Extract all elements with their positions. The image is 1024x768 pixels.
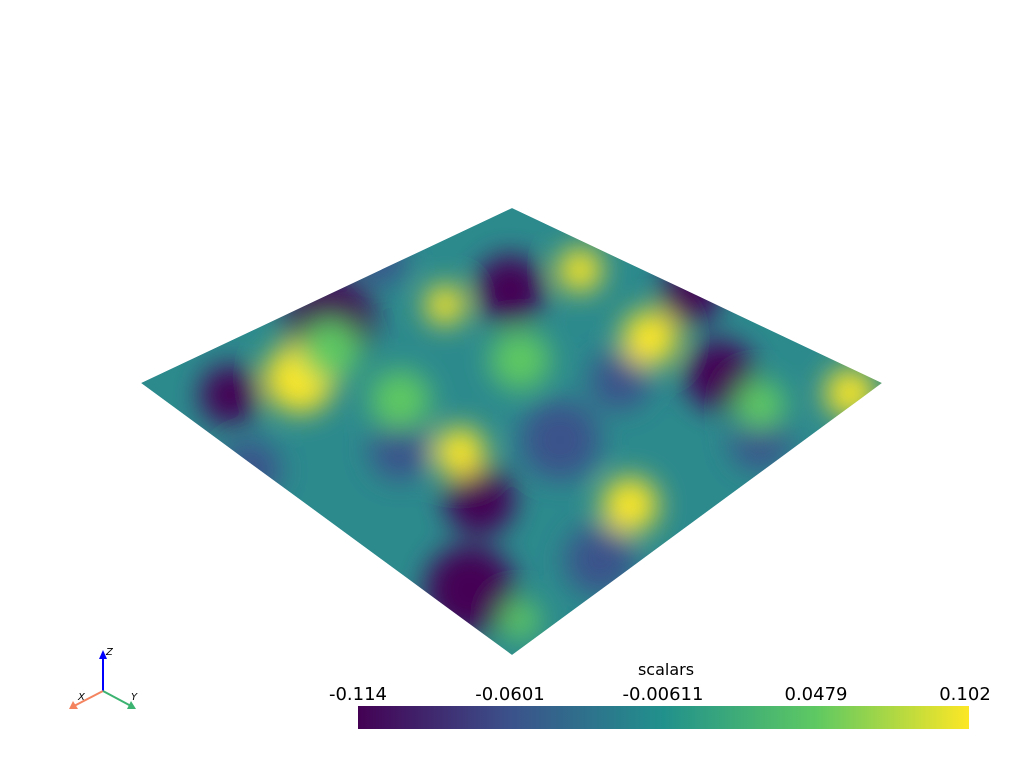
field-patch <box>490 330 550 390</box>
x-arrow-icon <box>69 701 78 709</box>
orientation-axes: Z X Y <box>69 647 138 709</box>
field-patch <box>425 285 465 325</box>
colorbar-tick-label: 0.0479 <box>784 684 848 705</box>
field-patch <box>200 365 260 425</box>
field-patch <box>602 477 658 533</box>
scalar-plane <box>141 208 882 655</box>
field-patch <box>622 310 678 366</box>
z-axis-label: Z <box>105 647 114 658</box>
colorbar-tick-label: -0.114 <box>328 684 388 705</box>
field-patch <box>370 370 430 430</box>
field-patch <box>445 465 515 535</box>
x-axis <box>73 690 104 707</box>
colorbar-tick-label: -0.0601 <box>475 684 545 705</box>
field-patch <box>520 400 600 480</box>
field-patch <box>220 440 280 500</box>
y-arrow-icon <box>127 701 136 709</box>
field-patch <box>500 600 540 640</box>
x-axis-label: X <box>77 692 86 703</box>
colorbar-tick-label: -0.00611 <box>622 684 704 705</box>
field-patch <box>590 350 650 410</box>
field-patch <box>435 427 485 477</box>
y-axis <box>102 690 132 707</box>
field-patch <box>475 255 545 325</box>
field-patch <box>558 248 602 292</box>
z-arrow-icon <box>99 650 107 659</box>
field-patch <box>565 525 635 595</box>
field-patch <box>825 368 875 418</box>
field-patch <box>685 340 755 410</box>
colorbar-tick-label: 0.102 <box>939 684 991 705</box>
field-patch <box>735 380 785 430</box>
colorbar <box>358 706 969 729</box>
field-patch <box>355 235 405 285</box>
colorbar-title: scalars <box>637 660 695 679</box>
y-axis-label: Y <box>131 692 138 703</box>
field-patch <box>300 320 360 380</box>
field-patch <box>660 265 720 325</box>
field-patch <box>370 420 430 480</box>
